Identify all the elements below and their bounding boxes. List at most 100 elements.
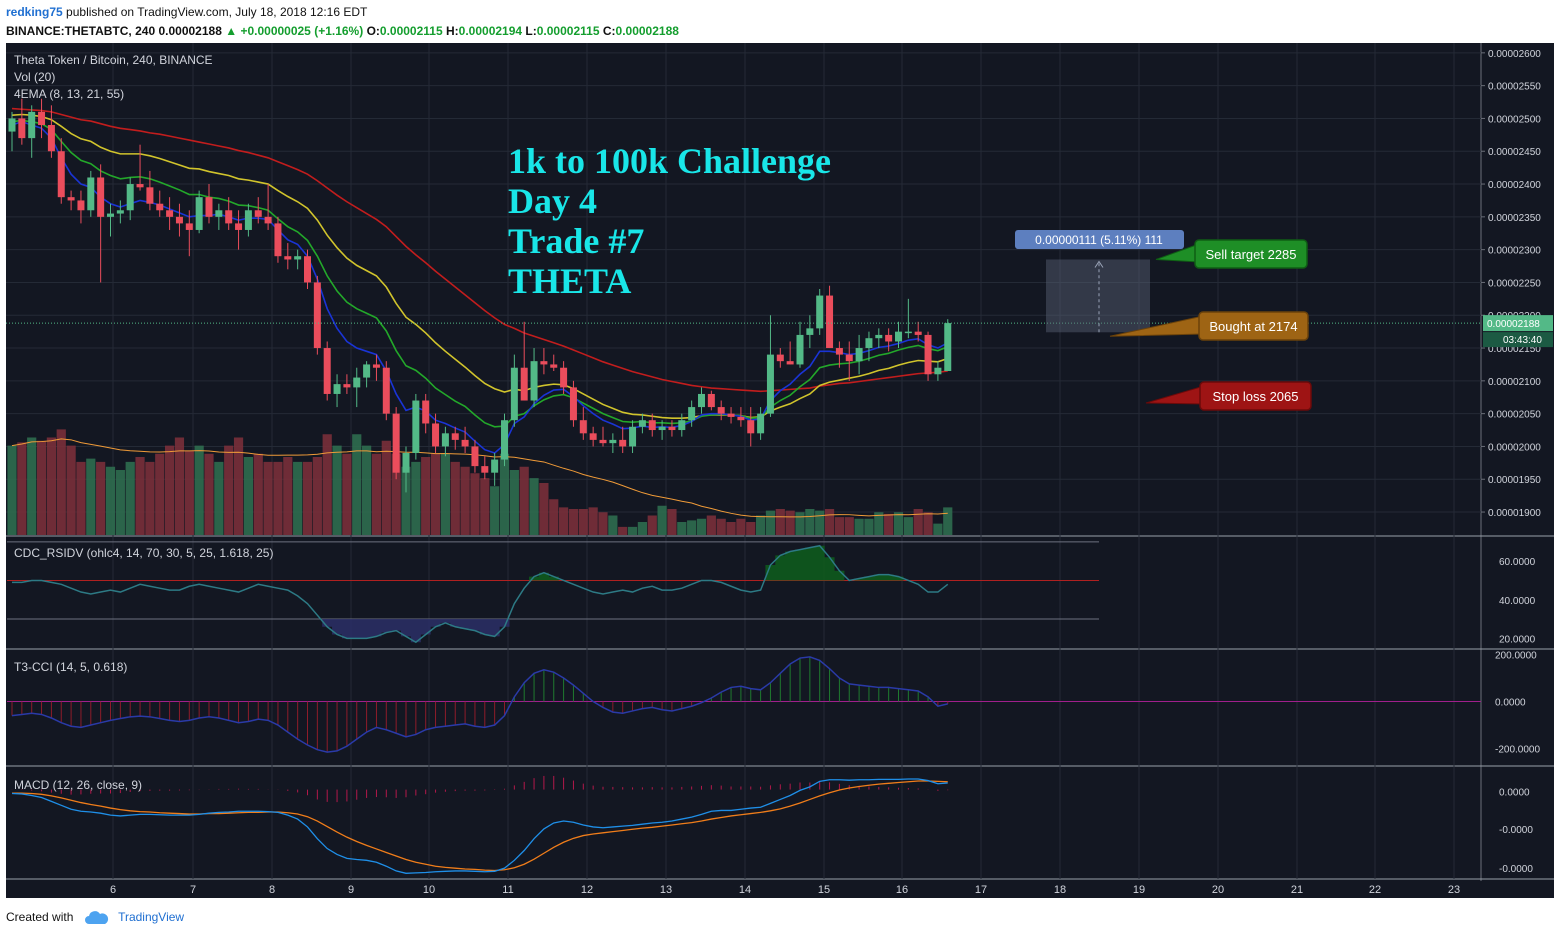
y-tick-label: 0.00002300 bbox=[1488, 246, 1541, 257]
candle-body bbox=[166, 210, 174, 217]
rsi-tick-label: 60.0000 bbox=[1499, 557, 1536, 568]
candle-body bbox=[816, 295, 824, 329]
candle-body bbox=[343, 384, 351, 388]
candle bbox=[757, 407, 765, 440]
bought-at-callout: Bought at 2174 bbox=[1109, 311, 1309, 341]
candle bbox=[845, 341, 853, 381]
tradingview-link[interactable]: TradingView bbox=[118, 910, 185, 924]
candle bbox=[412, 393, 420, 460]
candle-body bbox=[304, 256, 311, 283]
candle-body bbox=[205, 197, 213, 217]
volume-bar bbox=[371, 453, 382, 535]
volume-bar bbox=[903, 517, 913, 535]
volume-bar bbox=[608, 515, 618, 535]
x-tick-label: 6 bbox=[110, 884, 116, 896]
volume-bar bbox=[214, 461, 224, 535]
volume-bar bbox=[135, 457, 145, 535]
volume-bar bbox=[499, 453, 510, 535]
candle bbox=[747, 407, 755, 447]
author-link[interactable]: redking75 bbox=[6, 5, 63, 19]
last-price: 0.00002188 bbox=[158, 24, 222, 38]
volume-bar bbox=[352, 434, 362, 535]
candle bbox=[806, 315, 814, 349]
volume-bar bbox=[756, 515, 766, 535]
candle bbox=[195, 190, 203, 234]
candle bbox=[658, 420, 666, 440]
candle-body bbox=[934, 367, 942, 375]
candle bbox=[914, 321, 922, 342]
volume-bar bbox=[667, 509, 677, 535]
rsi-title: CDC_RSIDV (ohlc4, 14, 70, 30, 5, 25, 1.6… bbox=[14, 546, 273, 560]
volume-bar bbox=[342, 453, 352, 535]
volume-bar bbox=[204, 453, 214, 535]
y-tick-label: 0.00002450 bbox=[1488, 147, 1541, 158]
candle bbox=[560, 361, 568, 394]
x-tick-label: 15 bbox=[818, 884, 830, 896]
candle bbox=[264, 184, 272, 230]
volume-bar bbox=[746, 522, 756, 535]
sell-target-callout-label: Sell target 2285 bbox=[1205, 247, 1296, 262]
x-tick-label: 7 bbox=[190, 884, 196, 896]
y-tick-label: 0.00002100 bbox=[1488, 377, 1541, 388]
macd-signal-line bbox=[12, 780, 948, 872]
chart-canvas[interactable]: 6 7 8 9 10 11 12 13 14 15 16 17 18 19 20 21 22 23 0.000026… bbox=[6, 43, 1554, 898]
y-tick-label: 0.00002050 bbox=[1488, 410, 1541, 421]
candle bbox=[481, 456, 489, 480]
volume-bar bbox=[874, 512, 884, 535]
candle bbox=[855, 334, 863, 375]
candle-body bbox=[579, 420, 587, 434]
volume-bar bbox=[736, 518, 746, 535]
low-value: 0.00002115 bbox=[536, 24, 600, 38]
candle bbox=[934, 361, 942, 381]
volume-bar bbox=[490, 486, 500, 535]
volume-bar bbox=[293, 461, 303, 535]
sell-target-callout-box bbox=[1194, 239, 1308, 269]
candle bbox=[609, 433, 617, 453]
volume-bar bbox=[145, 461, 155, 535]
candle-body bbox=[57, 151, 65, 198]
candle bbox=[304, 249, 311, 289]
candle bbox=[107, 203, 114, 237]
candle bbox=[38, 98, 46, 139]
y-tick-label: 0.00002600 bbox=[1488, 49, 1541, 60]
rsi-line bbox=[12, 544, 949, 644]
volume-bar bbox=[332, 445, 342, 535]
volume-bar bbox=[637, 522, 647, 535]
candle-body bbox=[796, 334, 804, 365]
candle-body bbox=[67, 197, 75, 201]
candle-body bbox=[629, 426, 637, 447]
bought-at-callout-label: Bought at 2174 bbox=[1209, 319, 1297, 334]
y-tick-label: 0.00001900 bbox=[1488, 508, 1541, 519]
volume-bar bbox=[401, 466, 411, 535]
volume-bar bbox=[549, 499, 559, 535]
candle-body bbox=[38, 111, 46, 125]
candle-body bbox=[294, 256, 302, 260]
candle-body bbox=[126, 184, 134, 211]
candle-body bbox=[776, 354, 784, 362]
volume-bar bbox=[893, 512, 904, 535]
candle-body bbox=[589, 433, 597, 440]
candle-body bbox=[77, 200, 85, 211]
candle bbox=[175, 203, 183, 237]
volume-bar bbox=[834, 517, 844, 535]
macd-title: MACD (12, 26, close, 9) bbox=[14, 778, 142, 792]
volume-bar bbox=[529, 478, 539, 535]
candle-body bbox=[461, 439, 469, 447]
volume-ma-line bbox=[11, 438, 948, 518]
rsi-tick-label: 20.0000 bbox=[1499, 634, 1536, 645]
candle bbox=[67, 190, 75, 211]
candle-body bbox=[471, 446, 479, 467]
candle bbox=[353, 367, 361, 408]
candle-body bbox=[501, 420, 508, 460]
measure-label-box bbox=[1015, 230, 1184, 249]
candle bbox=[678, 413, 686, 437]
volume-bar bbox=[923, 512, 933, 535]
candle bbox=[530, 348, 538, 408]
candle-body bbox=[412, 400, 420, 453]
candle-body bbox=[924, 334, 932, 375]
volume-bar bbox=[815, 510, 825, 535]
volume-bar bbox=[224, 445, 234, 535]
candle-body bbox=[510, 367, 518, 421]
candle-body bbox=[855, 348, 863, 362]
volume-bar bbox=[795, 512, 805, 535]
